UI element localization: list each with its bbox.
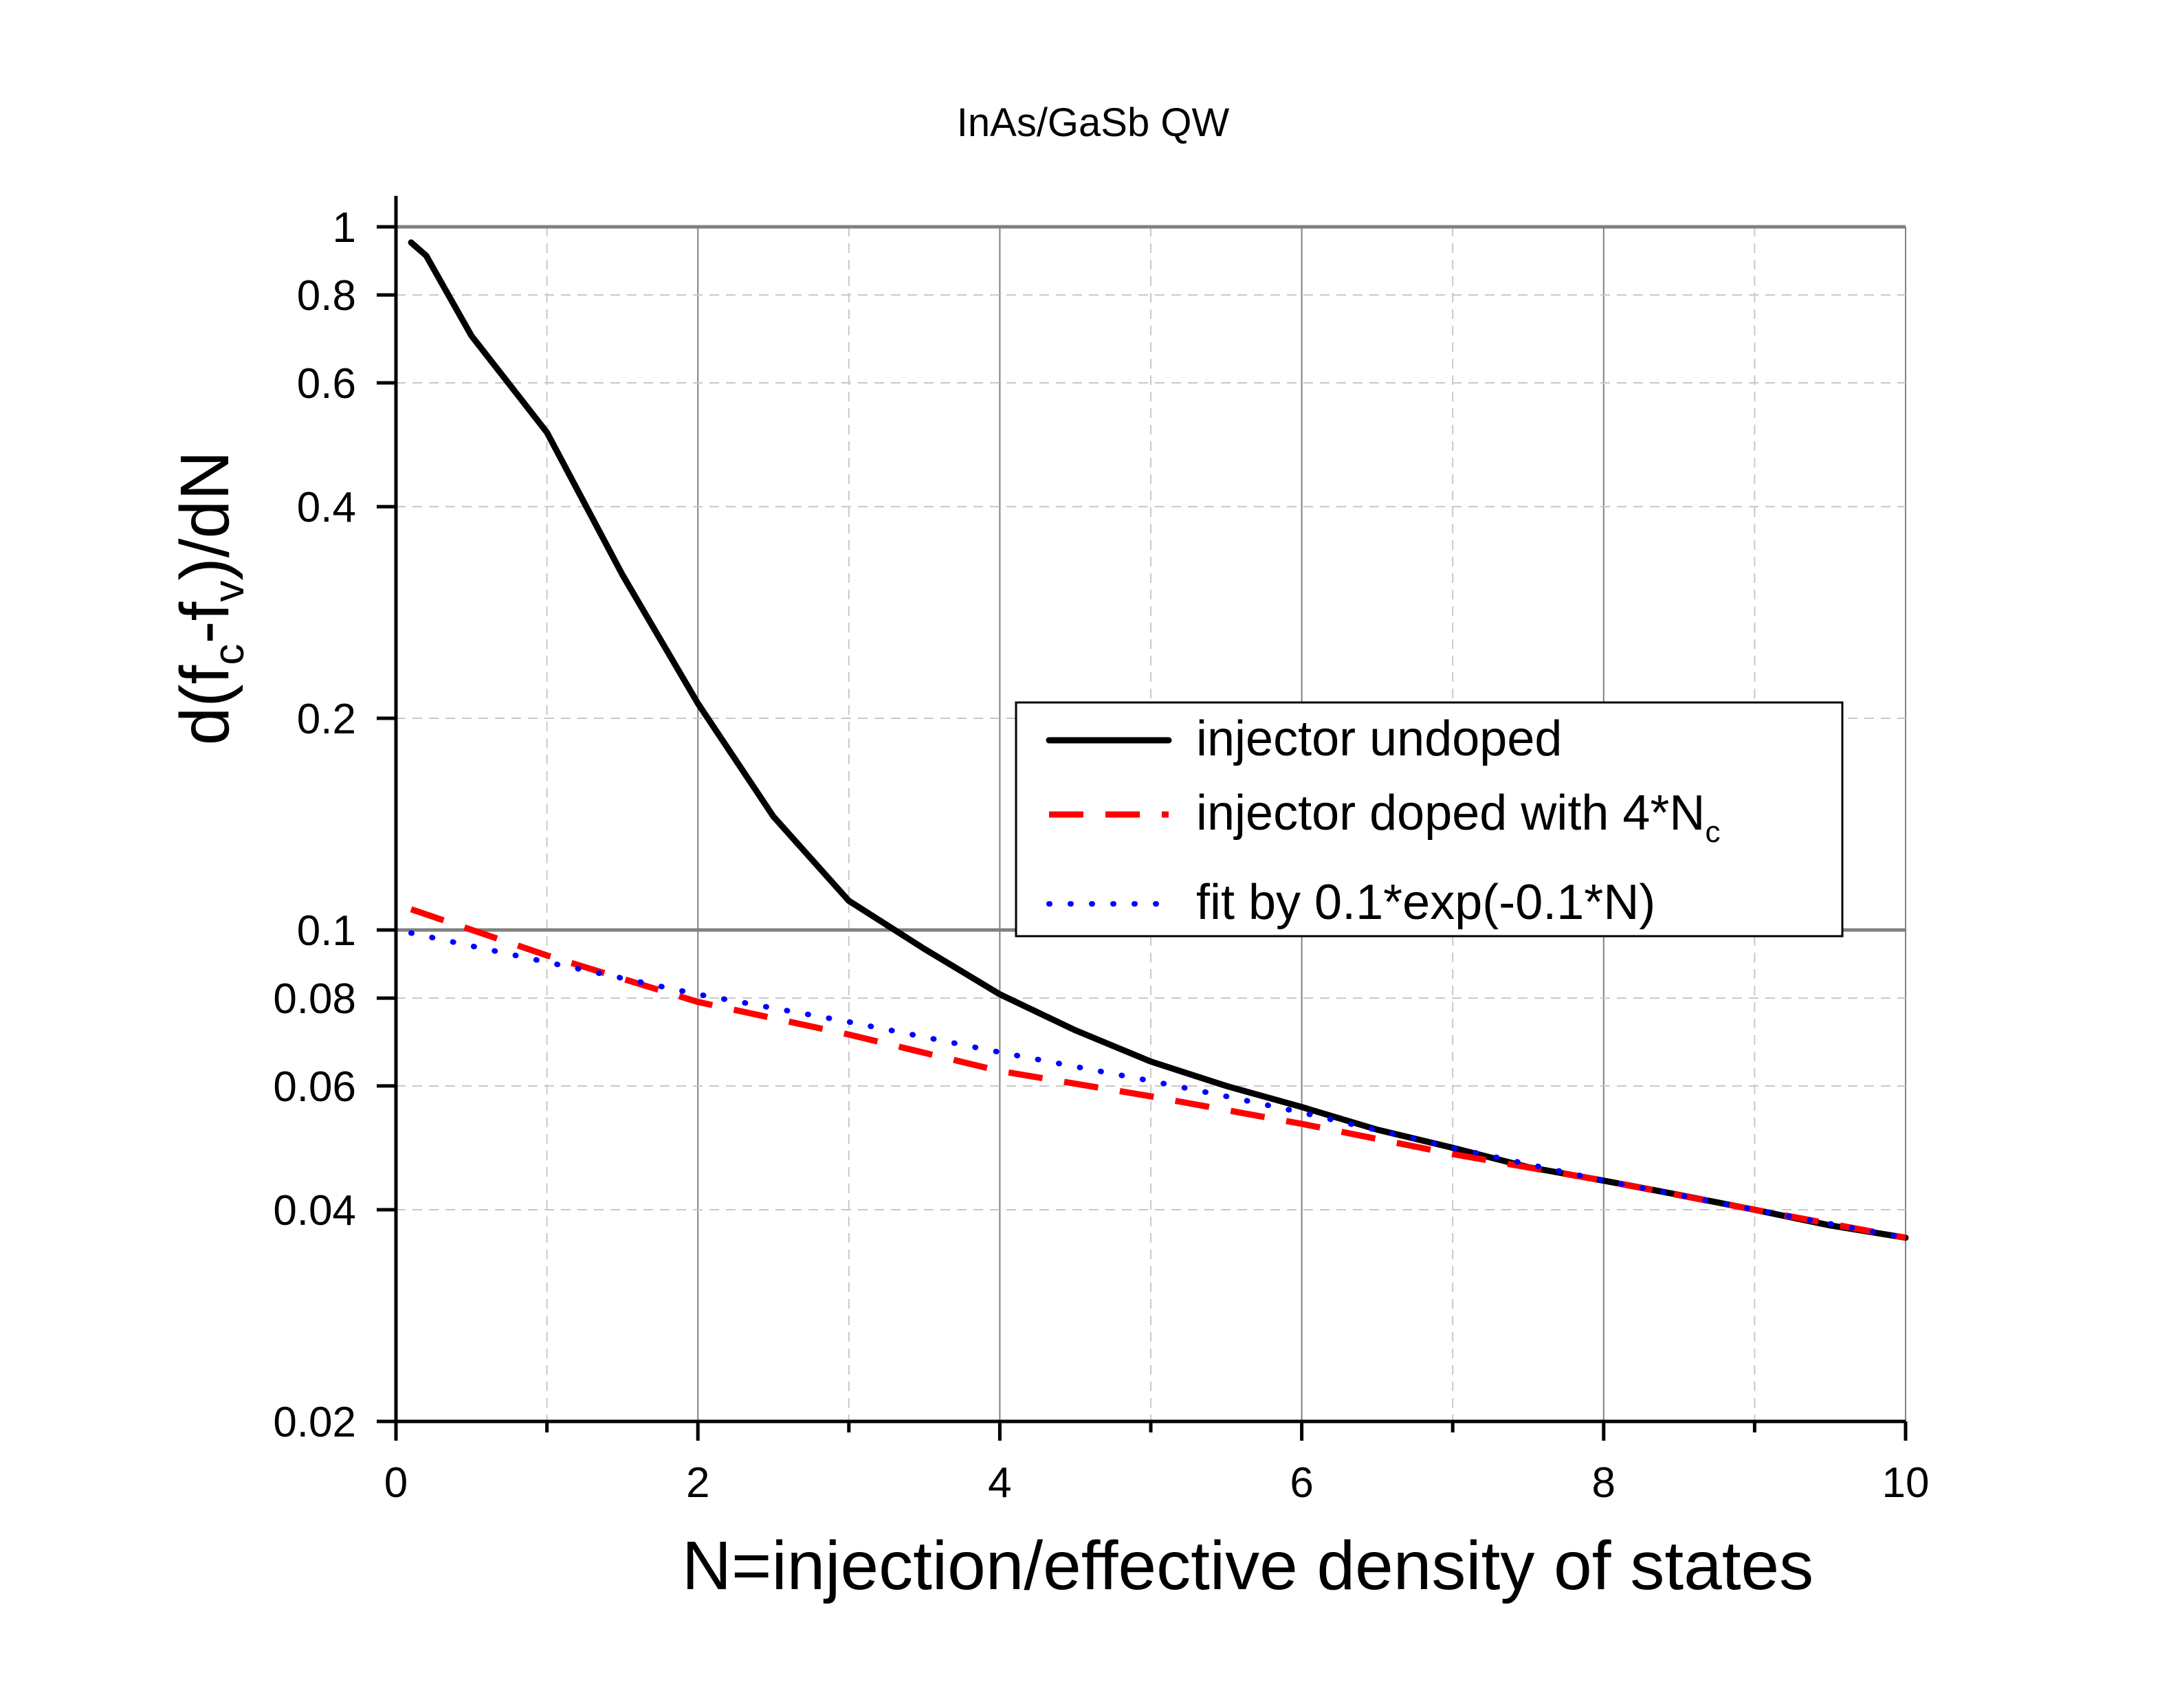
y-tick-label: 0.02 <box>273 1399 356 1446</box>
y-axis-label-prefix: d(f <box>166 665 243 745</box>
legend: injector undoped injector doped with 4*Nc… <box>1015 701 1844 938</box>
x-tick-label: 4 <box>988 1459 1011 1507</box>
x-tick-label: 8 <box>1592 1459 1615 1507</box>
series-line-2 <box>410 906 1906 1241</box>
x-axis-label: N=injection/effective density of states <box>682 1527 1813 1604</box>
y-tick-label: 0.2 <box>297 696 356 743</box>
y-axis-label: d(fc-fv)/dN <box>166 451 253 746</box>
chart-title: InAs/GaSb QW <box>957 100 1230 145</box>
y-tick-label: 1 <box>333 204 356 252</box>
x-tick-label: 6 <box>1290 1459 1313 1507</box>
y-tick-label: 0.06 <box>273 1063 356 1111</box>
x-tick-label: 2 <box>686 1459 709 1507</box>
legend-label-subscript: c <box>1705 815 1720 849</box>
y-tick-label: 0.8 <box>297 272 356 320</box>
legend-label-2: injector doped with 4*Nc <box>1196 786 1720 849</box>
x-tick-label: 10 <box>1882 1459 1930 1507</box>
y-tick-label: 0.4 <box>297 484 356 531</box>
y-tick-label: 0.6 <box>297 360 356 408</box>
y-tick-label: 0.08 <box>273 975 356 1023</box>
y-axis-label-mid: -f <box>166 601 243 643</box>
y-axis-label-sub2: v <box>206 581 253 602</box>
y-axis-label-sub1: c <box>206 644 253 665</box>
y-axis-label-suffix: )/dN <box>166 451 243 581</box>
series-layer <box>408 239 1909 1241</box>
y-tick-label: 0.04 <box>273 1187 356 1234</box>
x-tick-label: 0 <box>384 1459 408 1507</box>
legend-label-1: injector undoped <box>1196 711 1562 766</box>
y-tick-label: 0.1 <box>297 907 356 955</box>
legend-label-3: fit by 0.1*exp(-0.1*N) <box>1196 875 1655 930</box>
axes-layer: 0 2 4 6 8 10 0.02 0.04 0.06 0.08 0.1 0.2 0.4 0.6 0.8 1 <box>273 196 1929 1507</box>
